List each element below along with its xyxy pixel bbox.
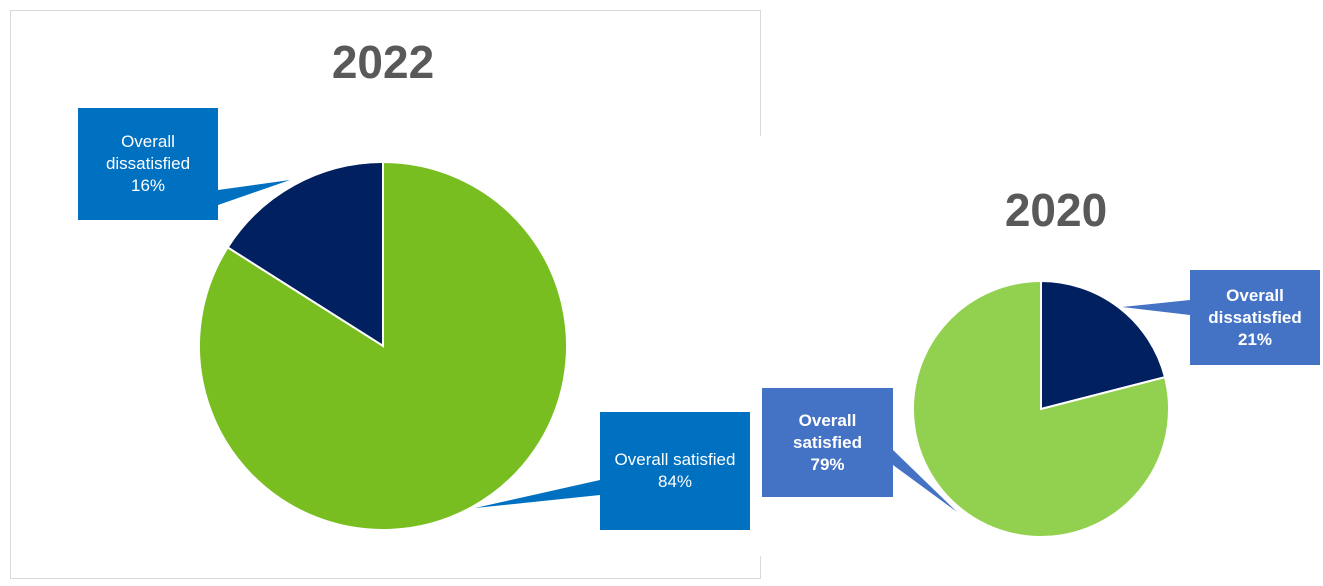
- callout: Overall satisfied 84%: [600, 412, 750, 530]
- callout-value: 16%: [130, 176, 166, 195]
- callout-category: Overall dissatisfied: [105, 132, 191, 173]
- callout-category: Overall satisfied: [793, 410, 862, 452]
- callout-value: 79%: [810, 454, 845, 474]
- callout-value: 21%: [1237, 329, 1273, 349]
- pie-slice: [1040, 279, 1167, 411]
- callout: Overall dissatisfied 21%: [1190, 270, 1320, 365]
- callout: Overall dissatisfied 16%: [78, 108, 218, 220]
- chart-title: 2022: [332, 36, 434, 88]
- chart-title: 2020: [1005, 184, 1107, 236]
- callout-category: Overall satisfied: [614, 450, 736, 469]
- callout-value: 84%: [657, 472, 693, 491]
- callout-pointer: [218, 180, 290, 205]
- pie-slice: [198, 160, 568, 531]
- pie-slice: [912, 279, 1170, 538]
- callout-pointer: [893, 450, 957, 512]
- callout-pointer: [475, 480, 600, 508]
- callout-category: Overall dissatisfied: [1208, 285, 1302, 327]
- callout-pointer: [1122, 300, 1190, 315]
- callout: Overall satisfied 79%: [762, 388, 893, 497]
- pie-slice: [226, 160, 384, 348]
